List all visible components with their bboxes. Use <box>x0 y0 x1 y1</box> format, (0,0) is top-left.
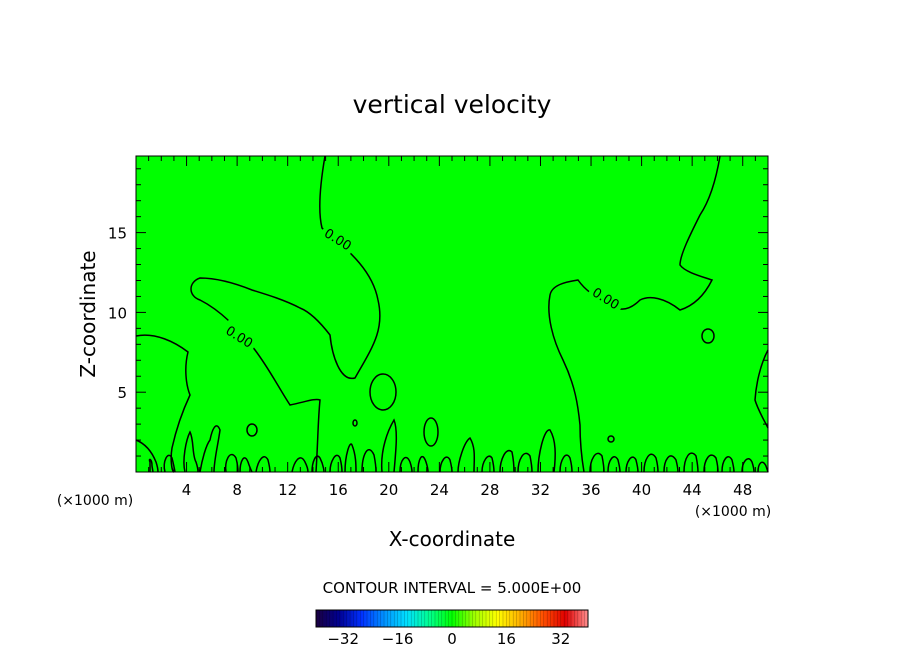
x-tick-label: 48 <box>733 481 752 499</box>
y-axis-label: Z-coordinate <box>76 250 100 377</box>
plot-area <box>135 155 769 473</box>
x-tick-label: 44 <box>683 481 702 499</box>
x-tick-label: 36 <box>581 481 600 499</box>
x-tick-label: 24 <box>430 481 449 499</box>
x-tick-label: 16 <box>329 481 348 499</box>
x-unit-label-left: (×1000 m) <box>57 493 133 509</box>
x-tick-label: 20 <box>379 481 398 499</box>
colorbar-tick-label: 16 <box>497 630 516 648</box>
x-unit-label-right: (×1000 m) <box>695 504 771 520</box>
contour-label-bg <box>587 280 627 314</box>
colorbar-tick-label: −16 <box>382 630 414 648</box>
colorbar-tick-label: 0 <box>447 630 457 648</box>
y-tick-label: 10 <box>108 304 127 322</box>
colorbar-tick-label: −32 <box>327 630 359 648</box>
colorbar-tick-label: 32 <box>551 630 570 648</box>
y-tick-label: 5 <box>117 384 127 402</box>
x-axis-label: X-coordinate <box>389 527 516 551</box>
x-tick-label: 8 <box>232 481 242 499</box>
contour-interval-text: CONTOUR INTERVAL = 5.000E+00 <box>323 579 582 597</box>
x-tick-label: 4 <box>182 481 192 499</box>
contour-label-bg <box>319 221 359 255</box>
chart-title: vertical velocity <box>353 90 552 119</box>
y-tick-label: 15 <box>108 225 127 243</box>
x-tick-label: 28 <box>480 481 499 499</box>
x-tick-label: 40 <box>632 481 651 499</box>
zero-contour-lines <box>135 155 769 473</box>
x-tick-label: 12 <box>278 481 297 499</box>
contour-label-bg <box>220 319 260 352</box>
colorbar: −32 −16 0 16 32 <box>315 609 589 648</box>
x-tick-label: 32 <box>531 481 550 499</box>
colorbar-ramp <box>315 609 589 628</box>
